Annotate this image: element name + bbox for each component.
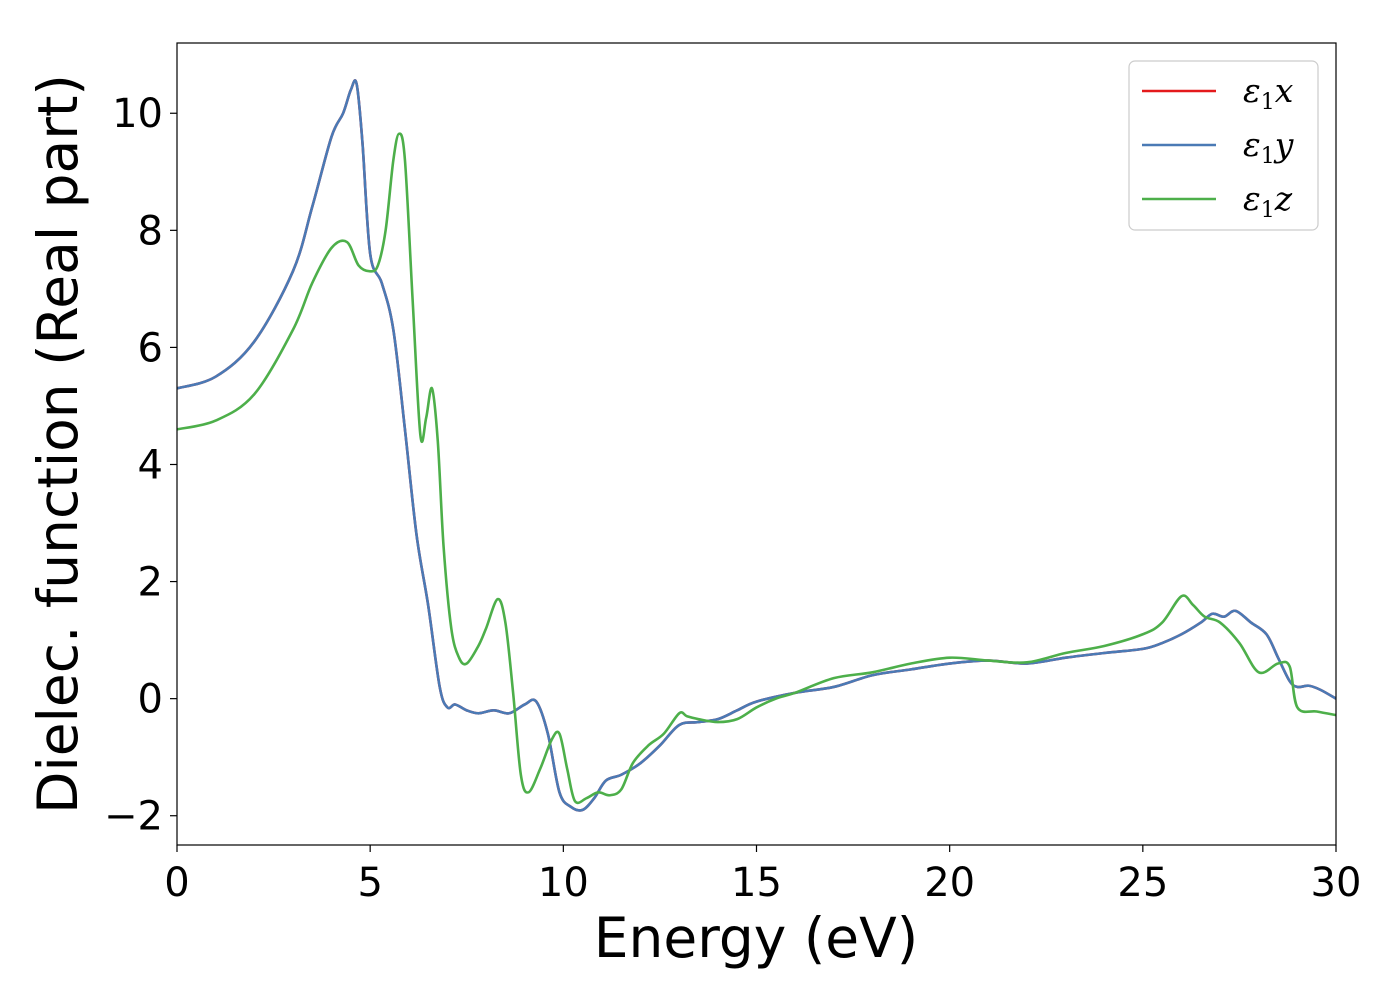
y-tick-label: −2 bbox=[104, 794, 163, 840]
plot-area bbox=[177, 79, 1336, 812]
y-axis-title: Dielec. function (Real part) bbox=[26, 74, 90, 814]
legend-label-y: ε1y bbox=[1243, 125, 1294, 169]
y-tick-label: 0 bbox=[138, 677, 163, 723]
y-tick-label: 4 bbox=[138, 442, 163, 488]
y-tick-label: 8 bbox=[138, 208, 163, 254]
x-tick-label: 25 bbox=[1117, 860, 1168, 906]
legend: ε1x ε1y ε1z bbox=[1128, 60, 1319, 231]
legend-label-x: ε1x bbox=[1243, 71, 1294, 115]
y-tick-label: 6 bbox=[138, 325, 163, 371]
legend-box bbox=[1128, 60, 1319, 231]
x-tick-label: 0 bbox=[164, 860, 189, 906]
x-tick-label: 10 bbox=[538, 860, 589, 906]
legend-label-z: ε1z bbox=[1243, 179, 1293, 223]
x-tick-label: 30 bbox=[1311, 860, 1362, 906]
y-tick-label: 10 bbox=[112, 91, 163, 137]
series-line-z bbox=[177, 132, 1336, 805]
x-tick-label: 15 bbox=[731, 860, 782, 906]
x-tick-label: 20 bbox=[924, 860, 975, 906]
x-axis-title: Energy (eV) bbox=[594, 906, 918, 970]
y-tick-label: 2 bbox=[138, 560, 163, 606]
x-tick-label: 5 bbox=[357, 860, 382, 906]
